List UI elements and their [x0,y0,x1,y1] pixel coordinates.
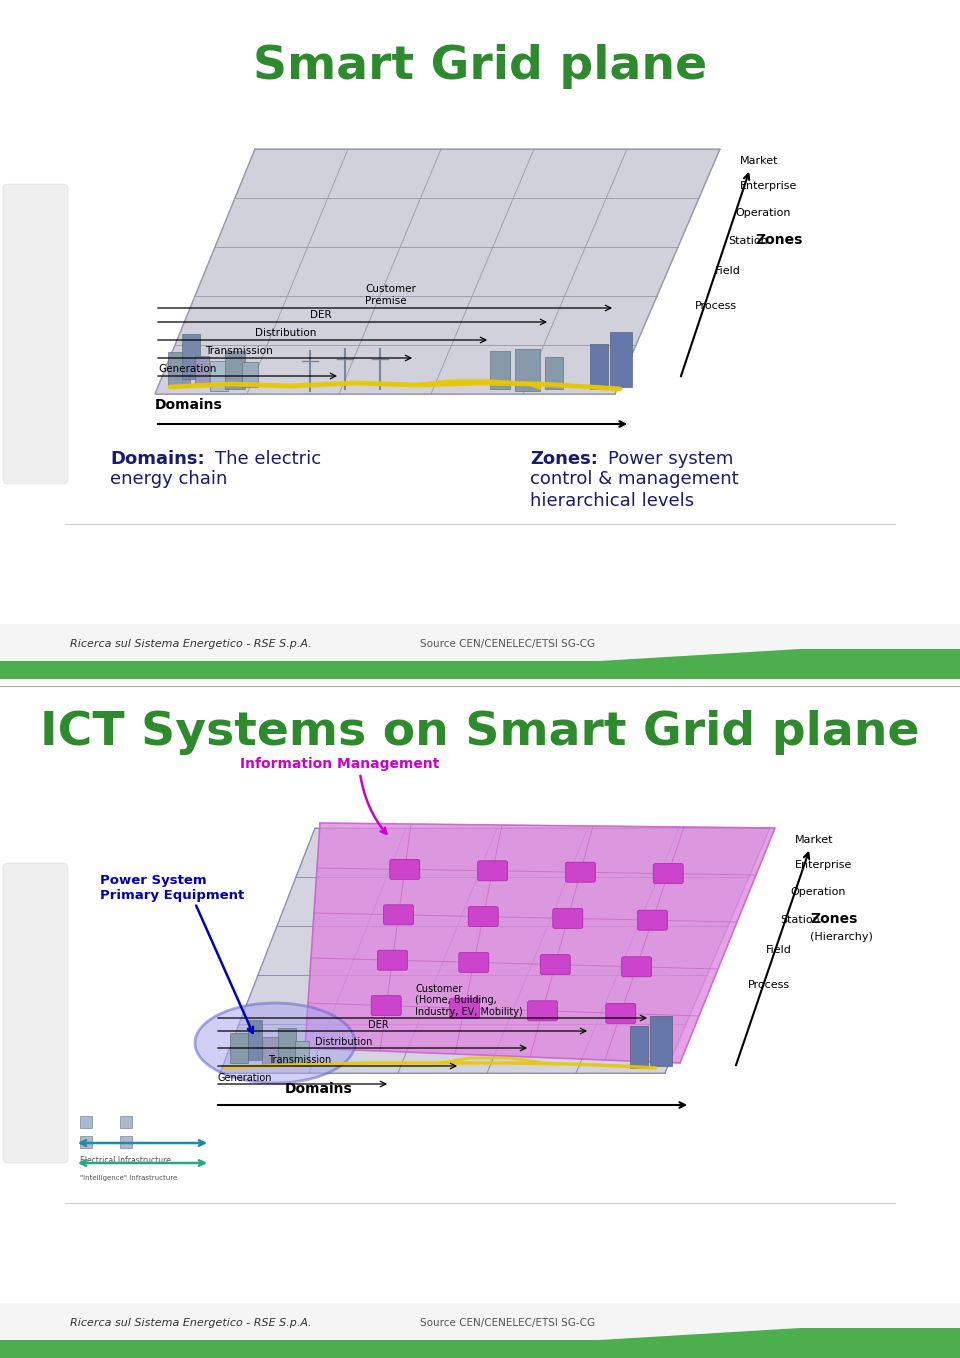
Bar [278,1028,296,1063]
FancyBboxPatch shape [528,1001,558,1021]
Text: Ricerca sul Sistema Energetico - RSE S.p.A.: Ricerca sul Sistema Energetico - RSE S.p… [70,640,312,649]
Text: Transmission: Transmission [205,346,273,356]
Bar [0,1302,960,1358]
FancyBboxPatch shape [372,995,401,1016]
Text: Domains: Domains [155,398,223,411]
Text: Enterprise: Enterprise [795,860,852,870]
Text: Operation: Operation [735,208,790,219]
Bar [515,349,540,391]
Bar [120,1116,132,1128]
Text: Station: Station [780,915,820,925]
Text: Market: Market [740,156,779,166]
Polygon shape [305,823,775,1063]
Text: Process: Process [748,980,790,990]
Text: DER: DER [368,1020,389,1029]
Bar [650,1016,672,1066]
Bar [168,352,190,387]
Text: Zones: Zones [810,913,857,926]
FancyBboxPatch shape [553,909,583,929]
Text: (Hierarchy): (Hierarchy) [810,932,873,942]
Text: Distribution: Distribution [315,1038,372,1047]
FancyBboxPatch shape [540,955,570,975]
Text: Domains: Domains [285,1082,352,1096]
Text: Customer
(Home, Building,
Industry, EV, Mobility): Customer (Home, Building, Industry, EV, … [415,983,523,1017]
Text: Enterprise: Enterprise [740,181,798,191]
Bar [610,331,632,387]
FancyBboxPatch shape [622,957,652,976]
Bar [80,1116,92,1128]
Text: Domains:: Domains: [110,449,204,469]
Text: Customer
Premise: Customer Premise [365,284,416,306]
Polygon shape [0,649,960,679]
FancyBboxPatch shape [478,861,508,881]
Polygon shape [220,828,770,1073]
FancyBboxPatch shape [637,910,667,930]
Text: Electrical Infrastructure: Electrical Infrastructure [80,1156,171,1165]
Text: Zones: Zones [755,234,803,247]
Text: Zones:: Zones: [530,449,598,469]
FancyBboxPatch shape [653,864,684,884]
Text: Distribution: Distribution [255,329,317,338]
FancyBboxPatch shape [377,951,407,970]
Bar [195,356,209,384]
FancyBboxPatch shape [3,862,68,1162]
Text: Source CEN/CENELEC/ETSI SG-CG: Source CEN/CENELEC/ETSI SG-CG [420,1319,595,1328]
Text: Process: Process [695,301,737,311]
Polygon shape [0,1328,960,1358]
Text: Smart Grid plane: Smart Grid plane [252,43,708,90]
Bar [630,1027,648,1067]
Bar [210,361,228,391]
Text: Transmission: Transmission [268,1055,331,1065]
FancyBboxPatch shape [3,183,68,483]
Text: Station: Station [728,236,768,246]
Text: Field: Field [766,945,792,955]
Bar [248,1020,262,1061]
Text: Generation: Generation [158,364,216,373]
Polygon shape [155,149,720,394]
Text: Information Management: Information Management [240,756,440,771]
FancyBboxPatch shape [606,1004,636,1024]
Text: control & management: control & management [530,470,738,488]
Bar [230,1033,248,1063]
Text: hierarchical levels: hierarchical levels [530,492,694,511]
Text: Generation: Generation [218,1073,273,1082]
Text: DER: DER [310,310,331,320]
Bar [490,350,510,388]
Bar [545,357,563,388]
Bar [80,1137,92,1148]
Text: The electric: The electric [215,449,322,469]
Bar [182,334,200,379]
Text: ICT Systems on Smart Grid plane: ICT Systems on Smart Grid plane [40,710,920,755]
Bar [590,344,608,388]
FancyBboxPatch shape [449,998,479,1018]
Ellipse shape [195,1004,355,1082]
Bar [120,1137,132,1148]
Text: Field: Field [715,266,741,276]
Bar [225,350,245,388]
Text: Market: Market [795,835,833,845]
Bar [295,1042,309,1066]
Bar [242,363,258,387]
FancyBboxPatch shape [384,904,414,925]
FancyBboxPatch shape [459,952,489,972]
FancyBboxPatch shape [565,862,595,883]
Bar [262,1038,278,1065]
Text: Source CEN/CENELEC/ETSI SG-CG: Source CEN/CENELEC/ETSI SG-CG [420,640,595,649]
Text: Ricerca sul Sistema Energetico - RSE S.p.A.: Ricerca sul Sistema Energetico - RSE S.p… [70,1319,312,1328]
FancyBboxPatch shape [390,860,420,880]
Text: Power system: Power system [608,449,733,469]
FancyBboxPatch shape [468,907,498,926]
Text: "Intelligence" Infrastructure: "Intelligence" Infrastructure [80,1175,178,1181]
Text: energy chain: energy chain [110,470,228,488]
Bar [0,623,960,679]
Text: Operation: Operation [790,887,846,898]
Text: Power System
Primary Equipment: Power System Primary Equipment [100,875,244,902]
